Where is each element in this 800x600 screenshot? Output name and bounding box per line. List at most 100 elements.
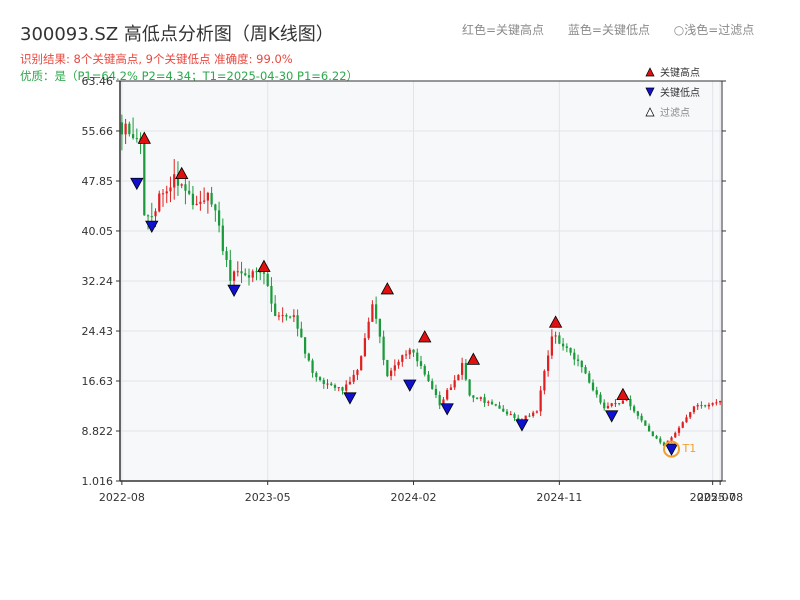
candle-body	[389, 370, 393, 377]
axes: 1.016 8.822 16.63 24.43 32.24 40.05 47.85 55.66…	[82, 75, 744, 504]
candle-body	[412, 349, 415, 353]
candle-body	[599, 394, 602, 403]
candle-body	[606, 405, 610, 409]
candle-body	[169, 187, 172, 192]
candle-body	[240, 271, 243, 274]
candle-body	[303, 337, 307, 354]
legend-color-explanation: 红色=关键高点 蓝色=关键低点 ○浅色=过滤点	[462, 21, 774, 38]
key-low-marker	[403, 379, 417, 392]
candle-body	[408, 349, 411, 355]
candle-body	[386, 359, 389, 377]
candle-body	[397, 361, 400, 366]
legend-high-marker	[645, 67, 655, 77]
candle-body	[352, 374, 355, 382]
candle-body	[696, 405, 699, 407]
candle-body	[662, 442, 666, 447]
candle-body	[232, 271, 236, 281]
candle-body	[651, 431, 654, 437]
candle-body	[535, 411, 539, 413]
candle-body	[131, 134, 135, 139]
legend-blue-text: 蓝色=关键低点	[567, 23, 650, 37]
candle-body	[315, 372, 318, 378]
candle-body	[464, 362, 467, 380]
candle-body	[404, 354, 408, 356]
candle-body	[221, 225, 224, 252]
key-low-marker	[130, 177, 144, 191]
candle-body	[475, 397, 479, 399]
candle-body	[255, 271, 258, 273]
candle-body	[576, 359, 580, 361]
t1-label: T1	[682, 442, 697, 455]
candle-body	[337, 387, 340, 389]
legend-red-text: 红色=关键高点	[462, 23, 545, 37]
key-low-marker	[440, 403, 454, 416]
candle-body	[375, 304, 378, 319]
candle-body	[199, 201, 202, 204]
candle-body	[547, 355, 550, 371]
candle-body	[195, 203, 198, 205]
candle-body	[285, 315, 288, 317]
candle-body	[472, 395, 475, 398]
candle-body	[206, 192, 209, 201]
candle-body	[513, 414, 516, 418]
candle-body	[300, 328, 303, 338]
y-tick-label: 63.46	[82, 75, 114, 88]
y-tick-label: 8.822	[82, 425, 114, 438]
candle-body	[173, 174, 176, 188]
candle-body	[468, 379, 471, 396]
candle-body	[580, 360, 583, 368]
candle-body	[561, 343, 565, 347]
candle-body	[150, 216, 153, 218]
legend-filtered-marker	[645, 107, 655, 117]
candle-body	[704, 405, 707, 407]
candle-body	[647, 425, 651, 432]
x-tick-label: 2024-11	[536, 491, 582, 504]
candle-body	[629, 399, 632, 407]
key-low-marker	[515, 419, 529, 432]
candle-body	[524, 415, 527, 420]
y-tick-label: 32.24	[82, 275, 114, 288]
candle-body	[371, 304, 374, 322]
candle-body	[711, 403, 714, 405]
legend-label: 关键低点	[660, 86, 700, 99]
candle-body	[318, 377, 322, 381]
key-high-marker	[616, 387, 630, 401]
candle-body	[621, 400, 625, 404]
candle-body	[681, 422, 684, 428]
candle-body	[636, 411, 639, 416]
candle-body	[360, 356, 363, 371]
candle-body	[184, 184, 187, 191]
candle-body	[281, 315, 284, 317]
candle-body	[146, 215, 150, 217]
y-tick-label: 16.63	[82, 375, 114, 388]
legend-low-marker	[645, 87, 655, 97]
candle-body	[565, 346, 568, 348]
candle-body	[416, 352, 419, 362]
candle-body	[363, 338, 367, 357]
candle-body	[348, 381, 352, 385]
y-tick-label: 40.05	[82, 225, 114, 238]
candle-body	[262, 272, 266, 274]
candle-body	[289, 316, 292, 318]
candle-body	[427, 374, 430, 382]
key-high-marker	[380, 282, 395, 295]
key-low-marker	[664, 443, 679, 456]
x-tick-label: 2025-08	[697, 491, 743, 504]
key-high-marker	[466, 352, 481, 365]
candle-body	[431, 381, 434, 389]
candle-body	[715, 402, 718, 404]
candle-body	[277, 315, 281, 317]
candle-body	[591, 382, 595, 391]
candle-body	[176, 174, 180, 186]
quality-summary: 优质：是（P1=64.2% P2=4.34；T1=2025-04-30 P1=6…	[20, 69, 359, 83]
candle-body	[509, 414, 512, 416]
key-high-marker	[137, 131, 151, 144]
key-high-marker	[175, 166, 189, 180]
candle-body	[393, 365, 396, 371]
candle-body	[498, 405, 501, 409]
candle-body	[322, 380, 325, 385]
candle-body	[446, 389, 449, 400]
candle-body	[128, 123, 131, 135]
